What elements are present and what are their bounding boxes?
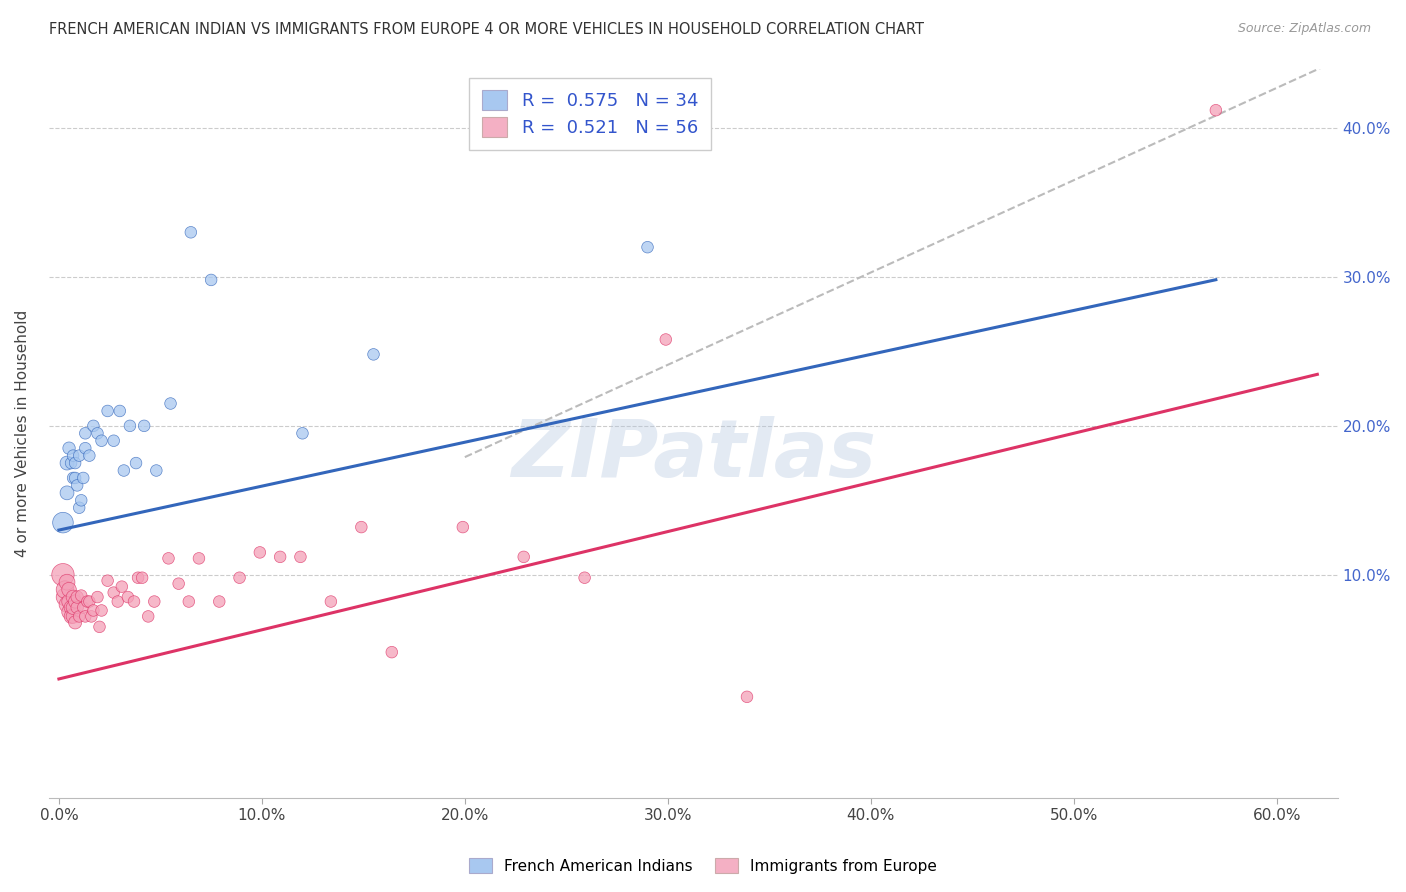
Point — [82, 418, 104, 433]
Point — [63, 594, 86, 608]
Point — [574, 571, 596, 585]
Point — [66, 478, 89, 492]
Point — [75, 609, 97, 624]
Point — [89, 620, 111, 634]
Point — [157, 551, 180, 566]
Point — [177, 594, 200, 608]
Point — [107, 594, 129, 608]
Point — [117, 590, 139, 604]
Point — [167, 576, 190, 591]
Point — [735, 690, 758, 704]
Point — [188, 551, 211, 566]
Point — [62, 449, 84, 463]
Point — [111, 580, 134, 594]
Point — [350, 520, 373, 534]
Point — [53, 582, 76, 597]
Point — [655, 333, 678, 347]
Point — [70, 493, 93, 508]
Point — [97, 574, 120, 588]
Point — [56, 456, 79, 470]
Point — [451, 520, 474, 534]
Point — [60, 609, 83, 624]
Point — [118, 418, 141, 433]
Point — [127, 571, 149, 585]
Point — [67, 609, 90, 624]
Point — [72, 600, 94, 615]
Text: ZIPatlas: ZIPatlas — [510, 417, 876, 494]
Point — [249, 545, 271, 559]
Point — [79, 594, 101, 608]
Point — [82, 603, 104, 617]
Point — [70, 589, 93, 603]
Point — [90, 434, 112, 448]
Point — [56, 598, 79, 612]
Point — [269, 549, 291, 564]
Point — [86, 426, 108, 441]
Point — [66, 590, 89, 604]
Point — [159, 396, 181, 410]
Point — [56, 575, 79, 590]
Point — [63, 615, 86, 630]
Point — [134, 418, 156, 433]
Point — [143, 594, 166, 608]
Point — [86, 590, 108, 604]
Point — [56, 486, 79, 500]
Legend: R =  0.575   N = 34, R =  0.521   N = 56: R = 0.575 N = 34, R = 0.521 N = 56 — [470, 78, 711, 150]
Legend: French American Indians, Immigrants from Europe: French American Indians, Immigrants from… — [463, 852, 943, 880]
Point — [637, 240, 659, 254]
Point — [63, 471, 86, 485]
Point — [381, 645, 404, 659]
Point — [145, 463, 167, 477]
Point — [90, 603, 112, 617]
Point — [58, 441, 80, 455]
Y-axis label: 4 or more Vehicles in Household: 4 or more Vehicles in Household — [15, 310, 30, 557]
Point — [122, 594, 145, 608]
Point — [125, 456, 148, 470]
Point — [103, 434, 125, 448]
Point — [52, 516, 75, 530]
Point — [103, 585, 125, 599]
Point — [66, 600, 89, 615]
Point — [58, 582, 80, 597]
Point — [131, 571, 153, 585]
Point — [60, 600, 83, 615]
Point — [67, 449, 90, 463]
Point — [62, 609, 84, 624]
Point — [1205, 103, 1227, 118]
Point — [290, 549, 312, 564]
Point — [208, 594, 231, 608]
Point — [291, 426, 314, 441]
Point — [136, 609, 159, 624]
Point — [108, 404, 131, 418]
Point — [97, 404, 120, 418]
Text: FRENCH AMERICAN INDIAN VS IMMIGRANTS FROM EUROPE 4 OR MORE VEHICLES IN HOUSEHOLD: FRENCH AMERICAN INDIAN VS IMMIGRANTS FRO… — [49, 22, 924, 37]
Point — [512, 549, 534, 564]
Point — [75, 426, 97, 441]
Point — [228, 571, 250, 585]
Point — [62, 600, 84, 615]
Point — [76, 594, 98, 608]
Point — [58, 605, 80, 619]
Point — [67, 500, 90, 515]
Point — [180, 225, 202, 239]
Point — [112, 463, 135, 477]
Point — [63, 456, 86, 470]
Point — [319, 594, 342, 608]
Point — [363, 347, 385, 361]
Point — [53, 590, 76, 604]
Point — [200, 273, 222, 287]
Point — [79, 449, 101, 463]
Point — [62, 471, 84, 485]
Point — [75, 441, 97, 455]
Point — [72, 471, 94, 485]
Point — [62, 590, 84, 604]
Point — [60, 456, 83, 470]
Point — [58, 594, 80, 608]
Text: Source: ZipAtlas.com: Source: ZipAtlas.com — [1237, 22, 1371, 36]
Point — [80, 609, 103, 624]
Point — [52, 567, 75, 582]
